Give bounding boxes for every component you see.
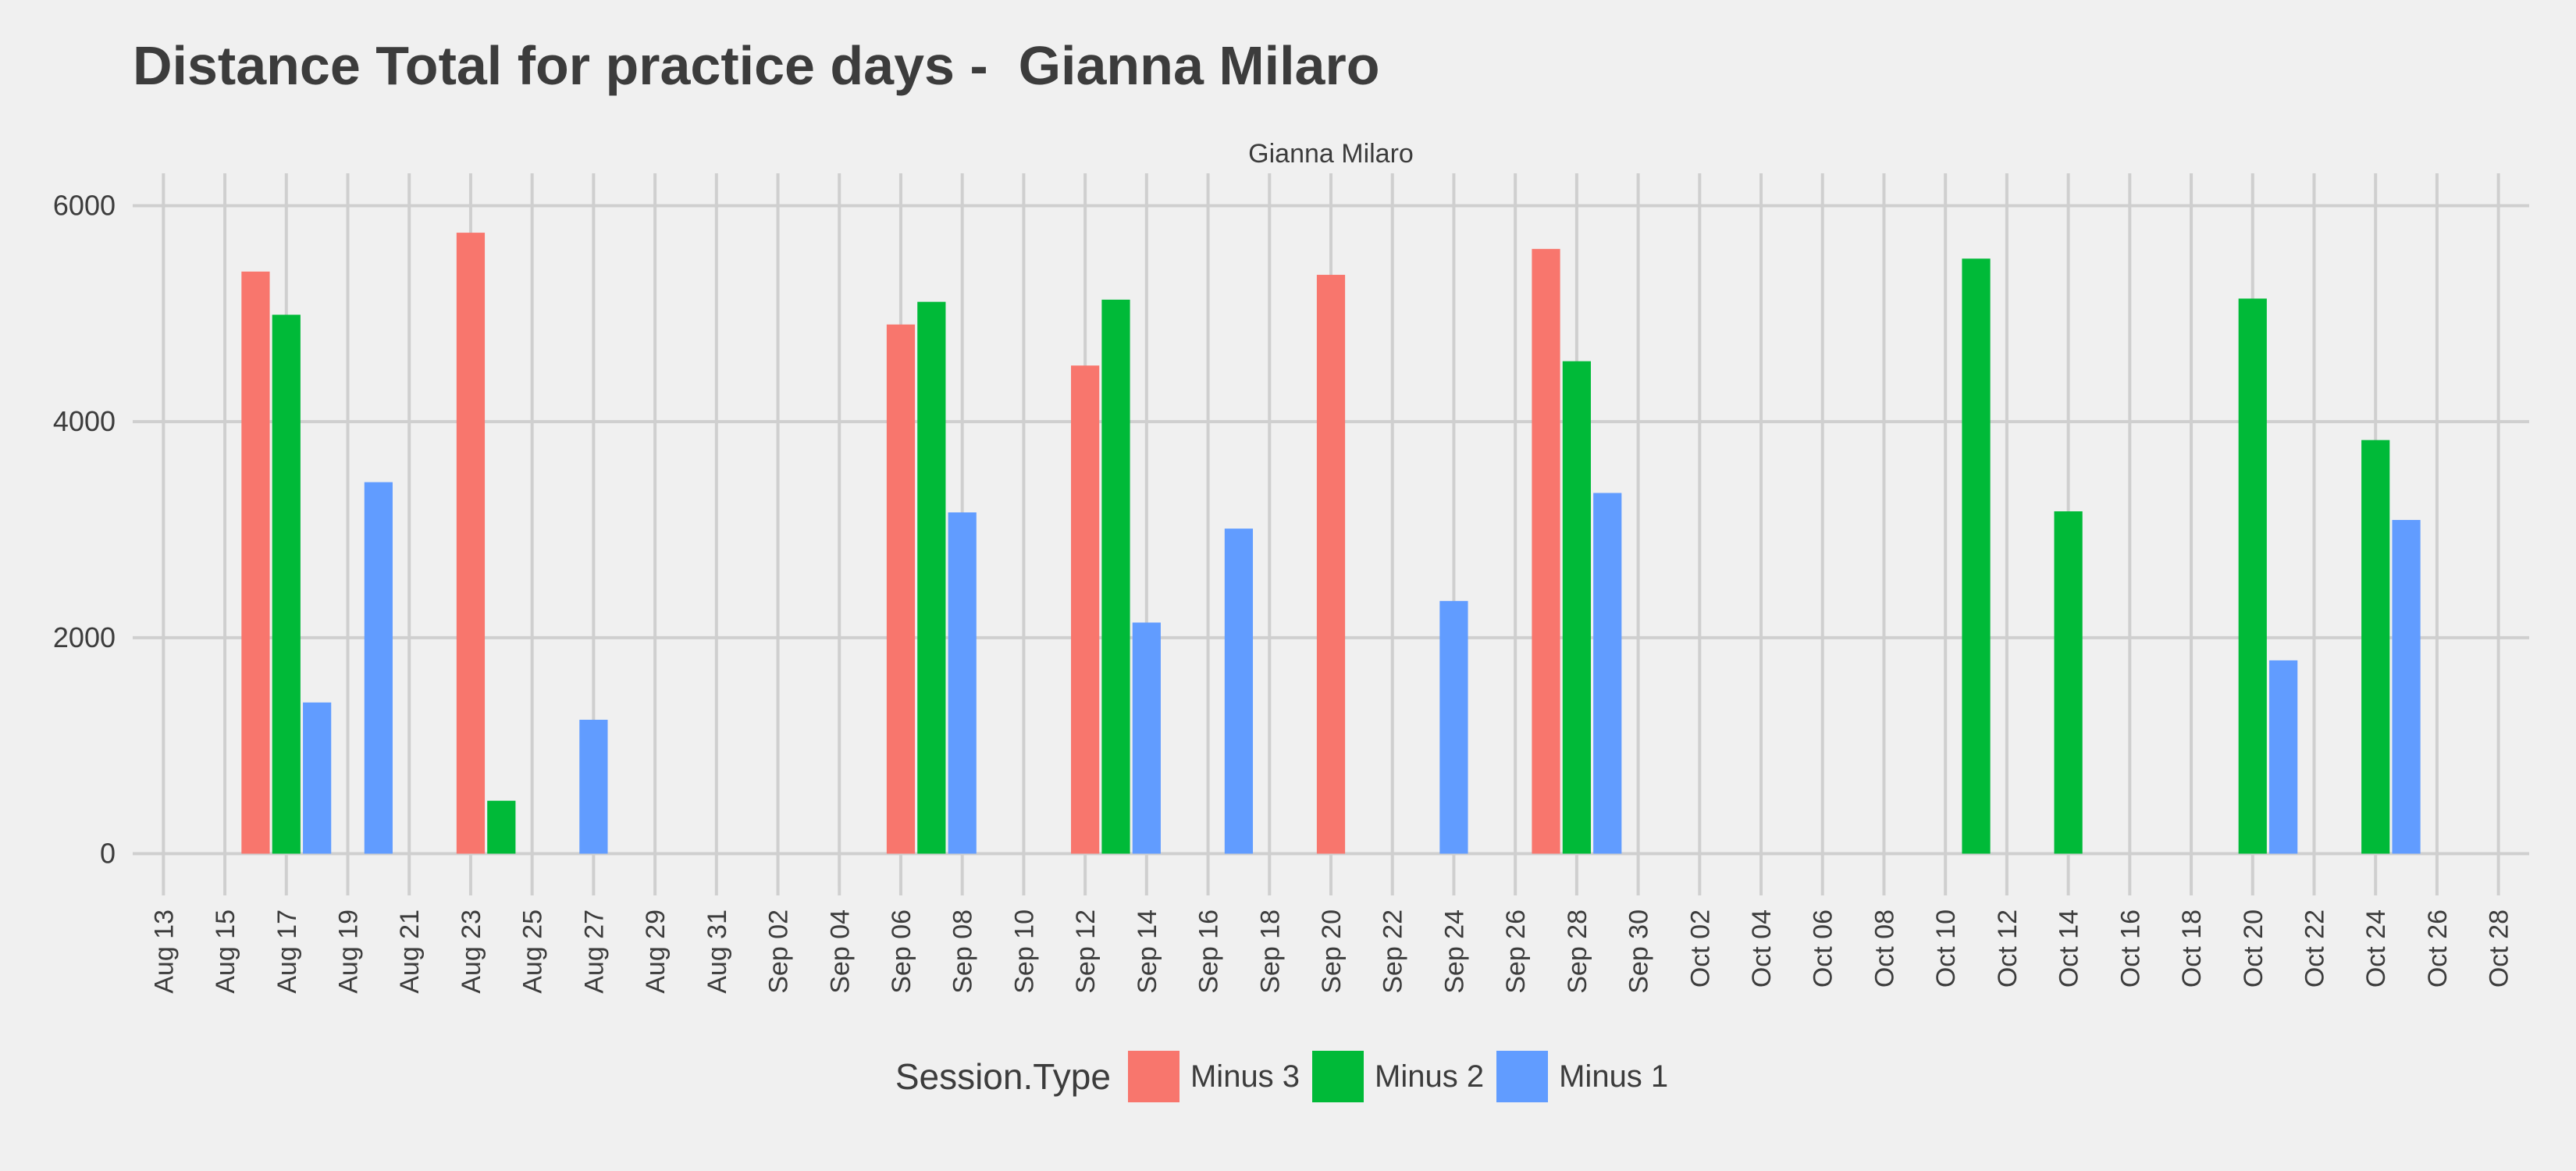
x-tick-label: Sep 10 (1009, 909, 1039, 994)
x-tick-label: Aug 19 (334, 909, 364, 994)
facet-label: Gianna Milaro (1248, 139, 1414, 169)
x-tick-label: Oct 06 (1809, 909, 1838, 988)
bar-minus-1-2022-09-17 (1224, 529, 1254, 854)
bar-minus-3-2022-09-12 (1071, 365, 1100, 854)
x-tick-label: Sep 04 (825, 909, 855, 994)
x-tick-label: Sep 02 (764, 909, 794, 994)
x-tick-label: Oct 10 (1931, 909, 1961, 988)
legend-swatch-minus-1 (1496, 1051, 1549, 1102)
bar-minus-2-2022-10-20 (2238, 298, 2267, 854)
x-tick-label: Aug 27 (579, 909, 609, 994)
legend-swatch-minus-3 (1127, 1051, 1179, 1102)
bar-minus-3-2022-08-16 (241, 271, 270, 854)
x-tick-label: Sep 18 (1255, 909, 1285, 994)
legend-label-minus-1: Minus 1 (1559, 1059, 1669, 1094)
bar-minus-3-2022-09-06 (886, 324, 916, 854)
x-tick-label: Sep 16 (1194, 909, 1224, 994)
legend-item-minus-1: Minus 1 (1496, 1051, 1668, 1102)
x-tick-label: Oct 26 (2423, 909, 2453, 988)
x-tick-label: Aug 25 (518, 909, 548, 994)
x-tick-label: Sep 12 (1071, 909, 1101, 994)
x-tick-label: Sep 28 (1563, 909, 1592, 994)
bar-minus-2-2022-09-07 (917, 301, 946, 854)
legend: Session.Type Minus 3 Minus 2 Minus 1 (0, 1051, 2576, 1102)
bar-minus-1-2022-09-14 (1132, 622, 1161, 854)
bar-minus-2-2022-10-11 (1962, 258, 1991, 854)
legend-label-minus-3: Minus 3 (1190, 1059, 1300, 1094)
x-tick-label: Oct 14 (2055, 909, 2084, 988)
legend-item-minus-3: Minus 3 (1127, 1051, 1300, 1102)
x-tick-label: Oct 22 (2300, 909, 2329, 988)
x-tick-label: Aug 21 (395, 909, 425, 994)
x-tick-label: Oct 02 (1685, 909, 1715, 988)
bar-minus-1-2022-09-29 (1593, 493, 1622, 854)
bar-minus-1-2022-10-21 (2269, 660, 2298, 854)
bar-minus-3-2022-08-23 (456, 233, 486, 854)
bar-minus-1-2022-09-24 (1439, 600, 1468, 854)
bar-minus-2-2022-08-24 (487, 800, 516, 854)
bar-minus-1-2022-08-20 (364, 482, 393, 854)
bar-minus-2-2022-10-24 (2361, 440, 2390, 854)
y-tick-label: 0 (100, 838, 116, 870)
x-tick-label: Sep 30 (1624, 909, 1654, 994)
bar-minus-3-2022-09-20 (1316, 275, 1346, 854)
legend-swatch-minus-2 (1312, 1051, 1364, 1102)
bar-minus-1-2022-10-25 (2392, 520, 2421, 854)
x-tick-label: Oct 28 (2485, 909, 2514, 988)
y-tick-label: 4000 (53, 405, 116, 437)
x-tick-label: Sep 26 (1501, 909, 1531, 994)
bar-minus-1-2022-09-08 (948, 512, 977, 854)
bar-minus-3-2022-09-27 (1532, 248, 1560, 854)
x-tick-label: Aug 31 (703, 909, 732, 994)
legend-item-minus-2: Minus 2 (1312, 1051, 1484, 1102)
x-tick-label: Oct 18 (2177, 909, 2207, 988)
bar-minus-1-2022-08-27 (579, 719, 608, 854)
x-tick-label: Aug 15 (211, 909, 240, 994)
chart-title: Distance Total for practice days - Giann… (133, 35, 1380, 96)
legend-title: Session.Type (895, 1056, 1111, 1097)
x-axis-ticks: Aug 13 Aug 15 Aug 17 Aug 19 Aug 21 Aug 23 Aug … (149, 909, 2514, 994)
bar-minus-1-2022-08-18 (303, 702, 332, 854)
y-tick-label: 2000 (53, 621, 116, 653)
bar-minus-2-2022-09-28 (1562, 361, 1591, 854)
y-tick-label: 6000 (53, 190, 116, 222)
x-tick-label: Sep 08 (948, 909, 978, 994)
x-tick-label: Aug 29 (641, 909, 671, 994)
legend-label-minus-2: Minus 2 (1375, 1059, 1485, 1094)
bar-minus-2-2022-08-17 (272, 315, 301, 854)
x-tick-label: Oct 16 (2115, 909, 2145, 988)
y-axis-ticks: 0 2000 4000 6000 (53, 190, 116, 870)
x-tick-label: Oct 12 (1993, 909, 2023, 988)
bar-minus-2-2022-09-13 (1101, 299, 1130, 854)
x-tick-label: Sep 14 (1133, 909, 1162, 994)
x-tick-label: Aug 17 (272, 909, 302, 994)
bars (241, 233, 2421, 854)
x-tick-label: Oct 04 (1747, 909, 1777, 988)
x-tick-label: Oct 08 (1870, 909, 1899, 988)
x-tick-label: Aug 13 (149, 909, 179, 994)
x-tick-label: Sep 22 (1379, 909, 1408, 994)
bar-minus-2-2022-10-14 (2054, 511, 2083, 854)
x-tick-label: Sep 06 (887, 909, 916, 994)
x-tick-label: Sep 20 (1317, 909, 1347, 994)
x-tick-label: Aug 23 (457, 909, 486, 994)
x-tick-label: Oct 20 (2239, 909, 2268, 988)
grid-lines (133, 173, 2529, 895)
x-tick-label: Sep 24 (1439, 909, 1469, 994)
x-tick-label: Oct 24 (2361, 909, 2391, 988)
